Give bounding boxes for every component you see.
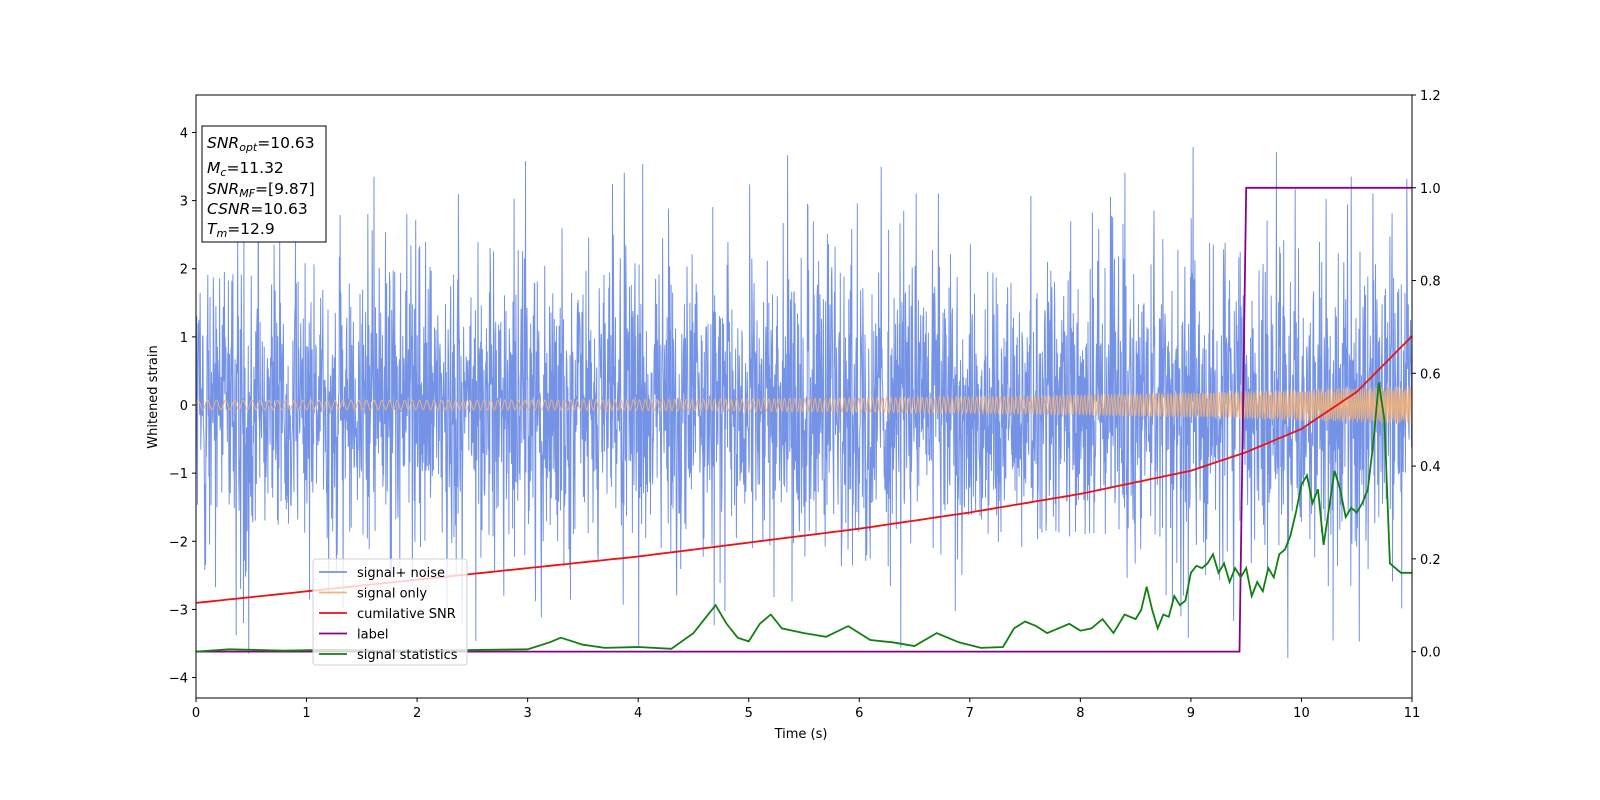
x-tick-label: 11 [1404,706,1421,721]
x-axis-label: Time (s) [774,727,828,742]
legend-label: label [357,628,388,643]
x-tick-label: 3 [523,706,531,721]
y-tick-label: 2 [180,263,188,278]
x-tick-label: 9 [1187,706,1195,721]
y2-tick-label: 0.6 [1420,367,1441,382]
y-tick-label: −1 [169,467,188,482]
y2-tick-label: 0.2 [1420,553,1441,568]
y-tick-label: 0 [180,399,188,414]
signal-statistics-series [196,382,1412,653]
y2-tick-label: 0.8 [1420,275,1441,290]
x-tick-label: 10 [1293,706,1310,721]
y2-tick-label: 0.4 [1420,460,1441,475]
y-tick-label: 3 [180,195,188,210]
annotation-line: Tm=12.9 [207,220,275,240]
x-tick-label: 4 [634,706,642,721]
legend: signal+ noise signal only cumilative SNR la… [312,558,468,666]
y-tick-label: −3 [169,603,188,618]
legend-label: signal+ noise [357,566,445,581]
y-tick-label: −4 [169,672,188,687]
axes-frame [195,94,1413,699]
x-tick-label: 0 [192,706,200,721]
signal-noise-series [196,146,1412,659]
signal-only-series [196,386,1412,425]
label-series [196,186,1412,653]
x-tick-label: 7 [966,706,974,721]
annotation-frame [201,125,327,243]
y-axis-right: 0.0 0.2 0.4 0.6 0.8 1.0 1.2 [1412,89,1441,661]
y2-tick-label: 1.0 [1420,182,1441,197]
y-axis-left: −4 −3 −2 −1 0 1 2 3 4 [169,126,196,687]
x-tick-label: 5 [745,706,753,721]
legend-label: signal statistics [357,648,458,663]
y2-tick-label: 1.2 [1420,89,1441,104]
x-tick-label: 2 [413,706,421,721]
annotation-line: CSNR=10.63 [207,200,308,218]
legend-label: signal only [357,587,427,602]
legend-frame [312,558,468,666]
y-tick-label: 4 [180,126,188,141]
x-tick-label: 1 [302,706,310,721]
x-axis: 0 1 2 3 4 5 6 7 8 9 10 11 [192,698,1420,721]
x-tick-label: 6 [855,706,863,721]
y-tick-label: 1 [180,331,188,346]
annotation-line: SNRopt=10.63 [207,134,315,154]
y2-tick-label: 0.0 [1420,646,1441,661]
x-tick-label: 8 [1076,706,1084,721]
annotation-line: Mc=11.32 [207,159,284,179]
legend-label: cumilative SNR [357,607,456,622]
annotation-line: SNRMF=[9.87] [207,180,315,200]
y-axis-label: Whitened strain [146,345,161,448]
stats-annotation-box: SNRopt=10.63 Mc=11.32SNRMF=[9.87]CSNR=10.… [201,125,327,243]
y-tick-label: −2 [169,535,188,550]
